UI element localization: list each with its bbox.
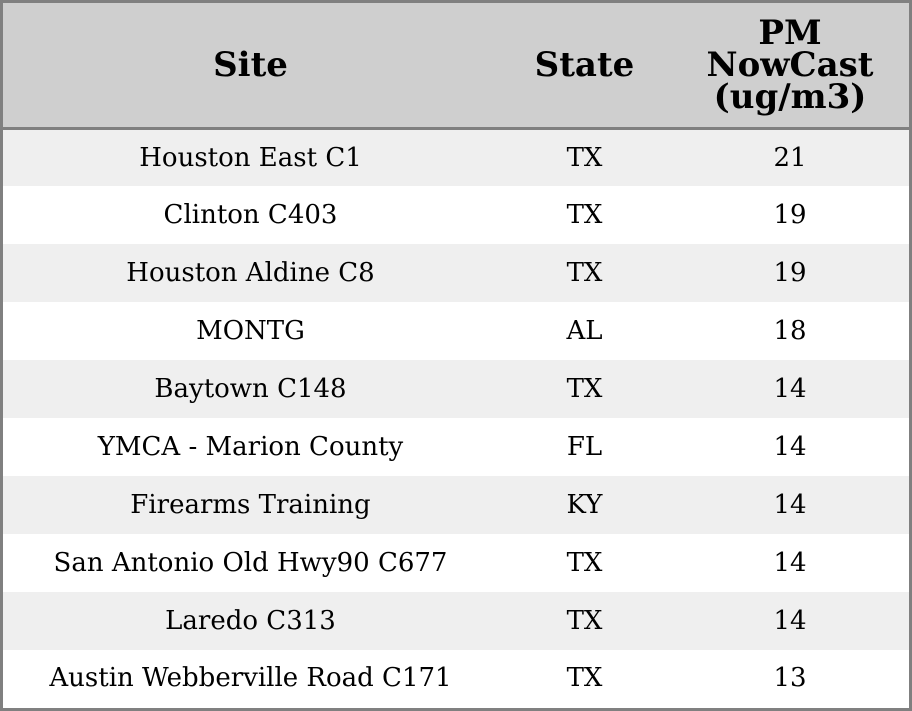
cell-pm: 14	[773, 374, 807, 404]
table-row: Clinton C403 TX 19	[3, 186, 909, 244]
cell-pm: 13	[773, 663, 807, 693]
cell-site: Firearms Training	[130, 490, 371, 520]
header-pm-line1: PM	[758, 12, 822, 53]
table-row: Baytown C148 TX 14	[3, 360, 909, 418]
table-header: Site State PM NowCast (ug/m3)	[3, 3, 909, 130]
cell-state: TX	[566, 200, 603, 230]
cell-state: TX	[566, 663, 603, 693]
cell-pm: 19	[773, 258, 807, 288]
cell-pm: 21	[773, 142, 807, 173]
cell-state: TX	[566, 374, 603, 404]
cell-state: TX	[566, 142, 603, 173]
header-pm-line3: (ug/m3)	[713, 76, 867, 117]
cell-state: FL	[566, 432, 603, 462]
table-row: San Antonio Old Hwy90 C677 TX 14	[3, 534, 909, 592]
table-row: Houston Aldine C8 TX 19	[3, 244, 909, 302]
table-row: Houston East C1 TX 21	[3, 128, 909, 186]
cell-pm: 14	[773, 490, 807, 520]
cell-site: Austin Webberville Road C171	[49, 663, 452, 693]
cell-site: Baytown C148	[154, 374, 347, 404]
cell-site: Clinton C403	[163, 200, 338, 230]
cell-state: TX	[566, 548, 603, 578]
cell-pm: 18	[773, 316, 807, 346]
header-row: Site State PM NowCast (ug/m3)	[3, 3, 909, 130]
table-body: Houston East C1 TX 21 Clinton C403 TX 19…	[3, 128, 909, 706]
cell-site: Houston East C1	[139, 142, 362, 173]
cell-site: Houston Aldine C8	[126, 258, 375, 288]
cell-site: Laredo C313	[165, 606, 336, 636]
cell-state: KY	[566, 490, 603, 520]
table-row: YMCA - Marion County FL 14	[3, 418, 909, 476]
cell-site: YMCA - Marion County	[97, 432, 404, 462]
table-row: Laredo C313 TX 14	[3, 592, 909, 650]
table-row: Firearms Training KY 14	[3, 476, 909, 534]
cell-pm: 14	[773, 606, 807, 636]
table-row: Austin Webberville Road C171 TX 13	[3, 650, 909, 706]
header-pm-line2: NowCast	[706, 44, 874, 85]
cell-state: TX	[566, 606, 603, 636]
header-state: State	[498, 3, 671, 130]
cell-site: MONTG	[196, 316, 305, 346]
cell-pm: 19	[773, 200, 807, 230]
cell-state: TX	[566, 258, 603, 288]
cell-site: San Antonio Old Hwy90 C677	[53, 548, 448, 578]
table-row: MONTG AL 18	[3, 302, 909, 360]
header-pm-nowcast: PM NowCast (ug/m3)	[671, 3, 909, 130]
cell-state: AL	[566, 316, 603, 346]
data-table: Site State PM NowCast (ug/m3) Houston Ea…	[3, 3, 909, 706]
cell-pm: 14	[773, 548, 807, 578]
cell-pm: 14	[773, 432, 807, 462]
header-site: Site	[3, 3, 498, 130]
